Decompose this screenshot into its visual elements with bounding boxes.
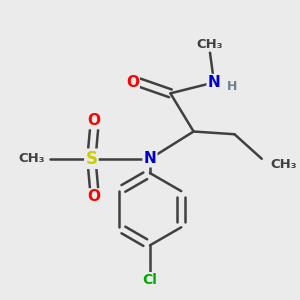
Text: Cl: Cl: [142, 273, 158, 287]
Text: O: O: [126, 75, 139, 90]
Text: N: N: [144, 151, 156, 166]
Text: CH₃: CH₃: [19, 152, 45, 165]
Text: O: O: [88, 113, 100, 128]
Text: N: N: [208, 75, 220, 90]
Text: O: O: [88, 189, 100, 204]
Text: CH₃: CH₃: [197, 38, 223, 51]
Text: S: S: [85, 150, 98, 168]
Text: H: H: [226, 80, 237, 93]
Text: CH₃: CH₃: [270, 158, 296, 171]
